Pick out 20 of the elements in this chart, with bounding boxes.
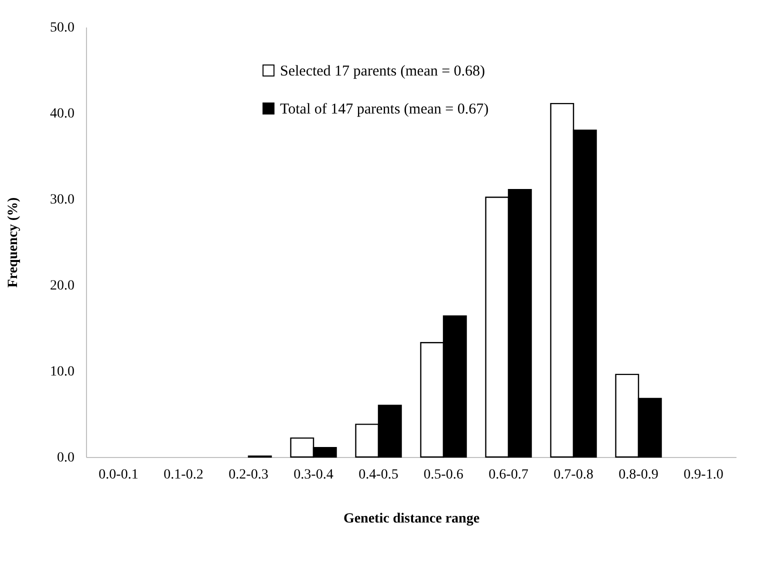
y-tick-label: 40.0: [50, 106, 74, 122]
y-axis-title: Frequency (%): [6, 196, 21, 288]
x-tick-label: 0.6-0.7: [488, 468, 528, 482]
y-tick-label: 30.0: [50, 192, 74, 208]
x-tick-label: 0.2-0.3: [228, 468, 268, 482]
legend-label: Selected 17 parents (mean = 0.68): [280, 64, 486, 80]
x-tick-label: 0.9-1.0: [684, 468, 724, 482]
y-tick-label: 10.0: [50, 364, 74, 380]
y-tick-label: 0.0: [57, 450, 74, 466]
legend-label: Total of 147 parents (mean = 0.67): [280, 102, 489, 118]
x-axis-title: Genetic distance range: [343, 512, 480, 526]
x-tick-label: 0.0-0.1: [98, 468, 138, 482]
y-tick-label: 50.0: [50, 20, 74, 36]
x-tick-label: 0.3-0.4: [294, 468, 334, 482]
x-tick-label: 0.4-0.5: [358, 468, 398, 482]
x-tick-label: 0.5-0.6: [424, 468, 464, 482]
x-tick-label: 0.8-0.9: [618, 468, 658, 482]
x-tick-label: 0.7-0.8: [554, 468, 594, 482]
y-tick-label: 20.0: [50, 278, 74, 294]
x-tick-label: 0.1-0.2: [164, 468, 204, 482]
